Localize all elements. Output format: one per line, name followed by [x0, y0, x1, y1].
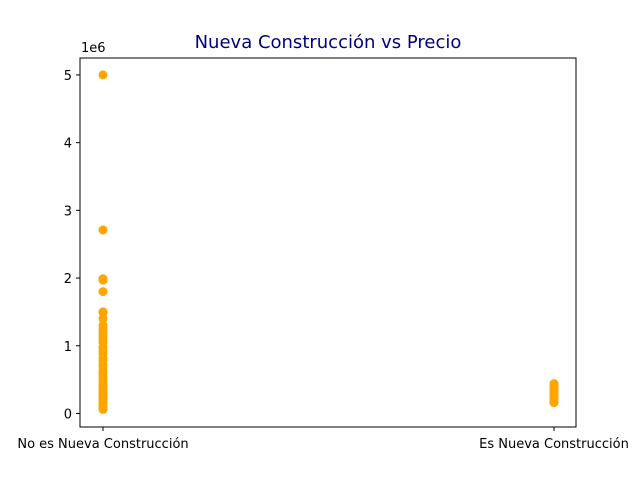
- y-tick-label: 5: [64, 69, 72, 84]
- y-tick-label: 0: [64, 407, 72, 422]
- scatter-point: [98, 70, 108, 80]
- data-points: [98, 70, 559, 414]
- x-axis-ticks: No es Nueva Construcción Es Nueva Constru…: [17, 427, 629, 452]
- scatter-point: [98, 287, 108, 297]
- x-tick-label: No es Nueva Construcción: [17, 437, 188, 452]
- y-tick-label: 1: [64, 340, 72, 355]
- plot-area-frame: [79, 57, 577, 428]
- x-tick-label: Es Nueva Construcción: [479, 437, 629, 452]
- scatter-point: [98, 275, 108, 285]
- scatter-point: [98, 404, 108, 414]
- scatter-point: [98, 225, 108, 235]
- y-axis-ticks: 0 1 2 3 4 5: [64, 69, 80, 422]
- y-tick-label: 3: [64, 204, 72, 219]
- y-offset-label: 1e6: [81, 41, 106, 56]
- y-tick-label: 2: [64, 272, 72, 287]
- scatter-point: [98, 314, 108, 324]
- chart-title: Nueva Construcción vs Precio: [195, 32, 462, 53]
- scatter-point: [549, 398, 559, 408]
- y-tick-label: 4: [64, 137, 72, 152]
